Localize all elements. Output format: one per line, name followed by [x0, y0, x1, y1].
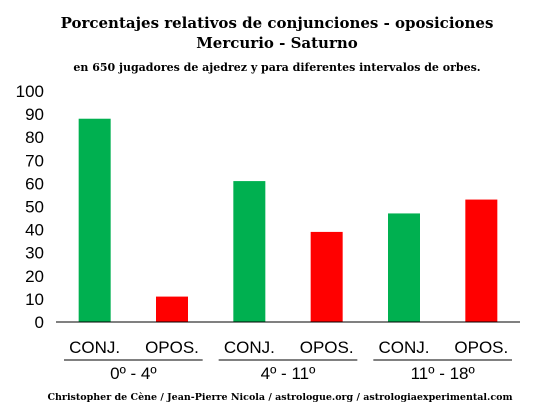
y-tick-label: 20 [25, 267, 44, 286]
chart-subtitle: Mercurio - Saturno [196, 34, 358, 52]
x-category-label: OPOS. [454, 338, 508, 357]
bar-6 [465, 199, 498, 322]
x-category-label: OPOS. [300, 338, 354, 357]
y-tick-label: 30 [25, 244, 44, 263]
x-category-label: CONJ. [224, 338, 275, 357]
y-tick-label: 80 [25, 128, 44, 147]
x-category-label: OPOS. [145, 338, 199, 357]
x-group-label: 11º - 18º [411, 364, 475, 383]
x-axis-group-labels: 0º - 4º 4º - 11º 11º - 18º [64, 359, 512, 383]
chart-subtitle-detail: en 650 jugadores de ajedrez y para difer… [73, 61, 480, 74]
chart-title: Porcentajes relativos de conjunciones - … [61, 14, 494, 32]
bar-5 [388, 213, 420, 322]
x-group-label: 4º - 11º [261, 364, 316, 383]
y-tick-label: 100 [16, 82, 44, 101]
y-axis: 0 10 20 30 40 50 60 70 80 90 100 [16, 82, 44, 332]
y-tick-label: 10 [25, 290, 44, 309]
y-tick-label: 40 [25, 221, 44, 240]
chart-footer: Christopher de Cène / Jean-Pierre Nicola… [47, 392, 512, 403]
y-tick-label: 50 [25, 198, 44, 217]
y-tick-label: 0 [35, 313, 44, 332]
bar-4 [310, 231, 343, 322]
y-tick-label: 70 [25, 151, 44, 170]
bar-2 [156, 296, 188, 322]
y-tick-label: 60 [25, 174, 44, 193]
bar-3 [233, 181, 266, 322]
y-tick-label: 90 [25, 105, 44, 124]
bars [78, 118, 498, 322]
x-axis-category-labels: CONJ. OPOS. CONJ. OPOS. CONJ. OPOS. [69, 338, 508, 357]
x-category-label: CONJ. [379, 338, 430, 357]
x-category-label: CONJ. [69, 338, 120, 357]
bar-1 [78, 118, 111, 322]
x-group-label: 0º - 4º [110, 364, 156, 383]
